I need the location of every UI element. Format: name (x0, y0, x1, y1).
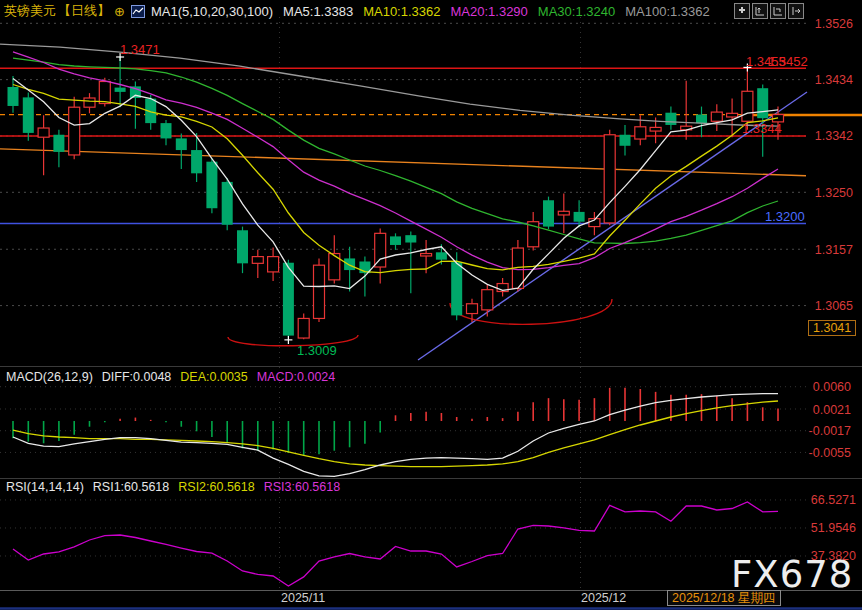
macd-axis-label: -0.0017 (809, 424, 851, 438)
axis-zoom-in-icon[interactable] (752, 3, 768, 19)
pane-expand-icon[interactable] (788, 3, 804, 19)
ma30-value: MA30:1.3240 (538, 4, 615, 19)
date-label-nov: 2025/11 (281, 591, 325, 605)
axis-zoom-out-icon[interactable] (770, 3, 786, 19)
plus-icon[interactable]: ⊕ (114, 4, 125, 19)
price-axis-label: 1.3065 (815, 299, 853, 313)
macd-diff-value: DIFF:0.0048 (102, 370, 171, 384)
price-alert-box: 1.3041 (808, 320, 856, 336)
date-label-dec: 2025/12 (581, 591, 626, 605)
price-axis-label: 1.3250 (815, 186, 853, 200)
period-label: 【日线】 (58, 2, 110, 20)
high-label-2: 1.3452 (768, 54, 808, 69)
watermark: FX678 (731, 553, 853, 596)
macd-axis-label: 0.0021 (813, 403, 851, 417)
price-axis-label: 1.3526 (815, 17, 853, 31)
price-axis-label: 1.3342 (815, 129, 853, 143)
ma10-value: MA10:1.3362 (363, 4, 440, 19)
header-bar: 英镑美元【日线】 ⊕ MA1(5,10,20,30,100) MA5:1.3383… (4, 2, 714, 20)
macd-title: MACD(26,12,9) (6, 370, 93, 384)
support-label: 1.3200 (765, 209, 805, 224)
swing-high-label: 1.3471 (120, 42, 160, 57)
rsi3-value: RSI3:60.5618 (264, 480, 340, 494)
macd-dea-value: DEA:0.0035 (180, 370, 247, 384)
toolbar (734, 3, 804, 19)
macd-macd-value: MACD:0.0024 (257, 370, 336, 384)
ma20-value: MA20:1.3290 (451, 4, 528, 19)
chart-canvas[interactable]: 1.3526 1.3434 1.3342 1.3250 1.3157 1.3065 0.00… (0, 0, 862, 610)
pivot-label: 1.3344 (742, 121, 782, 136)
rsi-axis-label: 66.5271 (811, 493, 856, 507)
swing-low-label: 1.3009 (297, 343, 337, 358)
chart-app: { "header": { "symbol": "英镑美元", "period"… (0, 0, 862, 610)
ma5-value: MA5:1.3383 (283, 4, 353, 19)
symbol-title: 英镑美元 (4, 2, 56, 20)
ma100-value: MA100:1.3362 (625, 4, 710, 19)
rsi-title: RSI(14,14,14) (6, 480, 84, 494)
move-cross-icon[interactable] (734, 3, 750, 19)
price-axis-label: 1.3157 (815, 243, 853, 257)
ma-settings-label: MA1(5,10,20,30,100) (151, 4, 273, 19)
rsi-axis-label: 51.9546 (811, 521, 856, 535)
rsi1-value: RSI1:60.5618 (93, 480, 169, 494)
rsi-indicator-row: RSI(14,14,14) RSI1:60.5618 RSI2:60.5618 … (6, 480, 340, 494)
chart-type-icon[interactable] (131, 5, 145, 18)
macd-axis-label: -0.0055 (809, 446, 851, 460)
macd-indicator-row: MACD(26,12,9) DIFF:0.0048 DEA:0.0035 MAC… (6, 370, 335, 384)
price-axis-label: 1.3434 (815, 73, 853, 87)
macd-axis-label: 0.0060 (813, 380, 851, 394)
rsi2-value: RSI2:60.5618 (178, 480, 254, 494)
